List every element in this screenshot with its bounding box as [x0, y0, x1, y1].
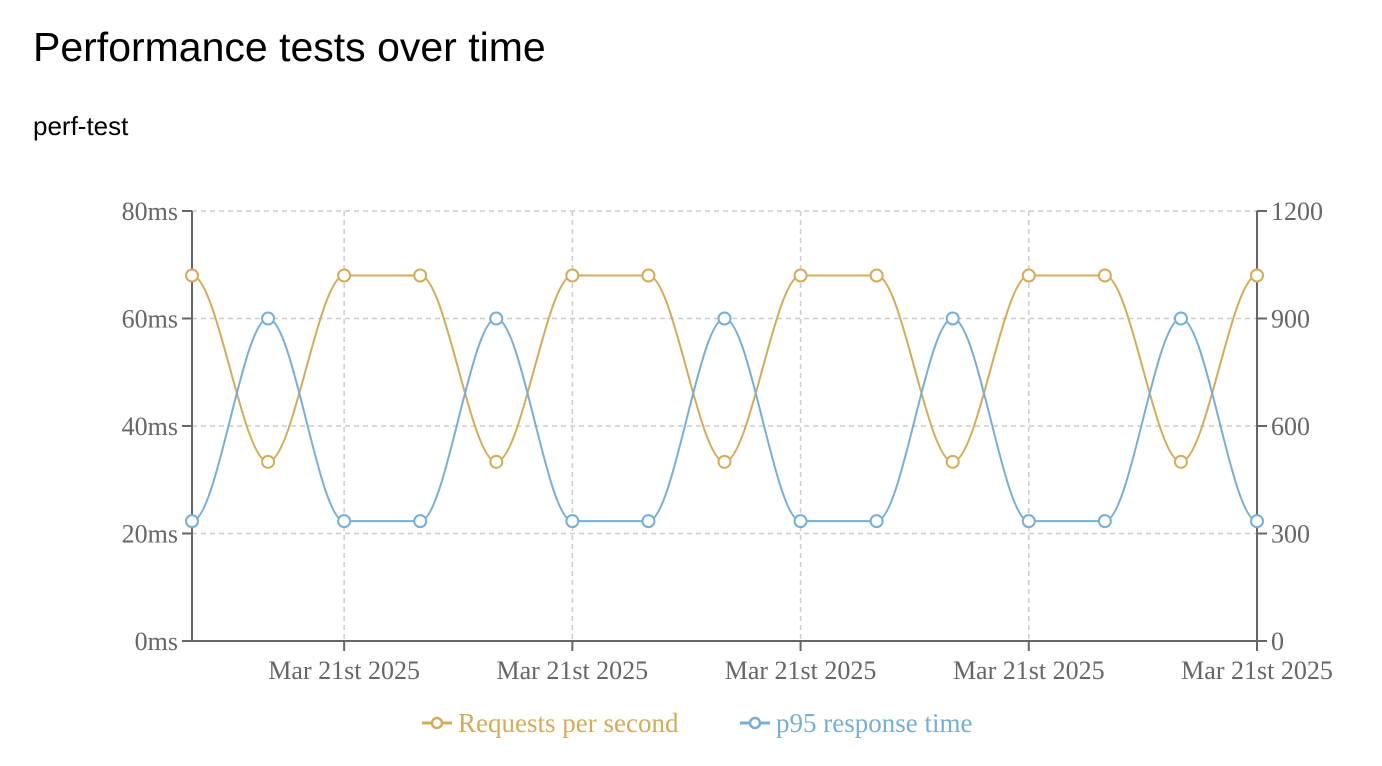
x-axis-tick-label: Mar 21st 2025: [725, 656, 877, 685]
data-point: [1097, 514, 1112, 529]
x-axis-tick-label: Mar 21st 2025: [497, 656, 649, 685]
data-point: [1173, 311, 1188, 326]
data-point: [565, 514, 580, 529]
data-point: [565, 268, 580, 283]
data-point: [337, 268, 352, 283]
data-point: [261, 454, 276, 469]
data-point: [261, 311, 276, 326]
series-points: [185, 268, 1264, 529]
series-line-0: [191, 274, 1258, 463]
chart-title: Performance tests over time: [33, 24, 546, 70]
data-point: [413, 268, 428, 283]
data-point: [1021, 268, 1036, 283]
legend-label: p95 response time: [776, 708, 972, 738]
chart-subtitle: perf-test: [33, 111, 129, 141]
right-axis-tick-label: 300: [1271, 520, 1310, 549]
data-point: [717, 454, 732, 469]
x-axis-tick-label: Mar 21st 2025: [268, 656, 420, 685]
right-axis-tick-label: 900: [1271, 305, 1310, 334]
legend-marker-icon: [430, 716, 444, 730]
data-point: [945, 454, 960, 469]
data-point: [717, 311, 732, 326]
right-axis-tick-label: 1200: [1271, 197, 1323, 226]
data-point: [413, 514, 428, 529]
data-point: [1021, 514, 1036, 529]
legend-label: Requests per second: [458, 708, 679, 738]
data-point: [869, 268, 884, 283]
left-axis-tick-label: 40ms: [122, 412, 178, 441]
legend: Requests per second p95 response time: [422, 708, 972, 738]
data-point: [1097, 268, 1112, 283]
left-axis-tick-label: 20ms: [122, 520, 178, 549]
legend-marker-icon: [748, 716, 762, 730]
data-point: [185, 514, 199, 529]
data-point: [185, 268, 199, 283]
left-axis-tick-label: 80ms: [122, 197, 178, 226]
data-point: [641, 514, 656, 529]
data-point: [793, 514, 808, 529]
series-line-1: [191, 317, 1258, 523]
data-point: [793, 268, 808, 283]
right-axis-tick-label: 600: [1271, 412, 1310, 441]
x-axis-tick-label: Mar 21st 2025: [1181, 656, 1333, 685]
data-point: [489, 311, 504, 326]
data-point: [489, 454, 504, 469]
data-point: [945, 311, 960, 326]
data-point: [1250, 268, 1264, 283]
right-axis-tick-label: 0: [1271, 627, 1284, 656]
axes: 0ms 20ms 40ms 60ms 80ms 0 300 600 900 1200 Mar 21s…: [122, 197, 1333, 685]
data-point: [337, 514, 352, 529]
data-point: [1173, 454, 1188, 469]
x-axis-tick-label: Mar 21st 2025: [953, 656, 1105, 685]
data-point: [1250, 514, 1264, 529]
left-axis-tick-label: 60ms: [122, 305, 178, 334]
left-axis-tick-label: 0ms: [135, 627, 178, 656]
data-point: [641, 268, 656, 283]
data-point: [869, 514, 884, 529]
